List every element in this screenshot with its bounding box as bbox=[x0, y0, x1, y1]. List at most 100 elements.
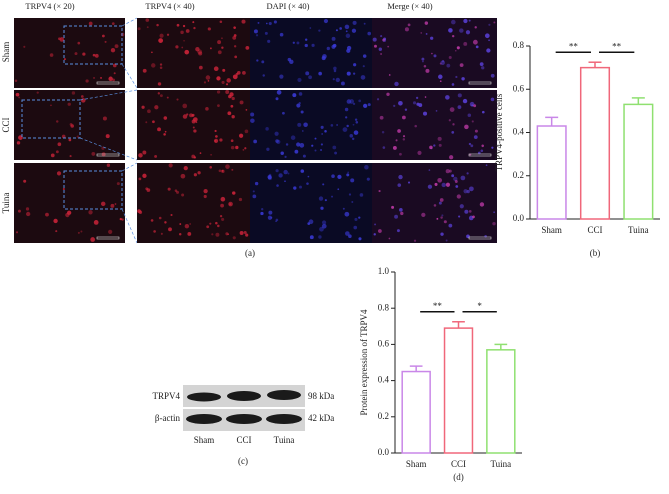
cell bbox=[309, 27, 312, 29]
cell bbox=[276, 90, 282, 95]
cell bbox=[260, 211, 264, 216]
cell bbox=[448, 55, 452, 59]
cell bbox=[221, 169, 224, 172]
cell bbox=[324, 129, 327, 133]
cell bbox=[253, 29, 258, 34]
cell bbox=[351, 137, 355, 141]
bar bbox=[579, 66, 611, 220]
cell bbox=[182, 114, 188, 119]
blot-band bbox=[186, 414, 222, 424]
cell bbox=[449, 155, 454, 160]
cell bbox=[56, 120, 59, 123]
cell bbox=[354, 217, 358, 221]
cell bbox=[220, 196, 226, 202]
cell bbox=[413, 239, 417, 242]
cell bbox=[300, 110, 304, 114]
cell bbox=[231, 168, 234, 171]
cell bbox=[219, 20, 223, 23]
cell bbox=[333, 66, 337, 71]
cell bbox=[345, 30, 348, 33]
cell bbox=[296, 41, 300, 45]
cell bbox=[267, 215, 272, 220]
cell bbox=[376, 98, 380, 101]
cell bbox=[358, 237, 362, 241]
cell bbox=[145, 121, 148, 124]
cell bbox=[404, 108, 408, 111]
cell bbox=[425, 68, 430, 73]
cell bbox=[486, 48, 491, 53]
cell bbox=[220, 203, 224, 208]
cell bbox=[230, 104, 234, 108]
cell bbox=[433, 144, 436, 147]
cell bbox=[421, 57, 425, 61]
cell bbox=[337, 174, 342, 179]
cell bbox=[137, 27, 141, 31]
panel-caption: (b) bbox=[590, 248, 601, 258]
cell bbox=[355, 120, 359, 124]
cell bbox=[278, 173, 283, 178]
cell bbox=[424, 21, 429, 25]
cell bbox=[345, 116, 348, 119]
cell bbox=[163, 116, 168, 120]
cell bbox=[466, 189, 470, 194]
cell bbox=[101, 152, 106, 157]
scale-bar bbox=[468, 81, 492, 85]
cell bbox=[481, 110, 485, 114]
micrograph bbox=[372, 90, 497, 160]
cell bbox=[85, 79, 89, 83]
cell bbox=[284, 155, 287, 158]
cell bbox=[362, 54, 367, 58]
cell bbox=[183, 165, 188, 171]
cell bbox=[69, 155, 72, 158]
cell bbox=[440, 232, 444, 236]
cell bbox=[16, 141, 21, 145]
column-header: TRPV4 (× 20) bbox=[25, 1, 74, 11]
cell bbox=[402, 135, 406, 138]
cell bbox=[346, 124, 349, 128]
cell bbox=[168, 163, 173, 168]
cell bbox=[138, 177, 142, 181]
cell bbox=[244, 147, 247, 150]
cell bbox=[414, 124, 417, 128]
cell bbox=[433, 204, 437, 207]
cell bbox=[61, 134, 66, 139]
cell bbox=[217, 50, 222, 55]
cell bbox=[346, 48, 351, 53]
scale-bar bbox=[96, 153, 120, 157]
micrograph bbox=[372, 18, 497, 88]
cell bbox=[467, 113, 472, 117]
cell bbox=[219, 138, 223, 142]
cell bbox=[441, 182, 446, 188]
cell bbox=[394, 81, 399, 87]
cell bbox=[466, 172, 469, 175]
cell bbox=[448, 169, 452, 173]
cell bbox=[298, 92, 303, 96]
cell bbox=[182, 103, 188, 109]
cell bbox=[80, 230, 83, 233]
row-label: Sham bbox=[1, 42, 11, 63]
cell bbox=[468, 19, 471, 22]
cell bbox=[488, 23, 491, 26]
cell bbox=[417, 150, 422, 155]
cell bbox=[264, 31, 268, 35]
cell bbox=[387, 45, 390, 48]
cell bbox=[164, 221, 167, 224]
cell bbox=[193, 26, 196, 30]
cell bbox=[70, 124, 74, 128]
cell bbox=[332, 43, 337, 48]
cell bbox=[464, 209, 469, 214]
cell bbox=[207, 27, 211, 31]
cell bbox=[159, 33, 164, 38]
cell bbox=[364, 164, 369, 170]
cell bbox=[245, 46, 250, 50]
cell bbox=[318, 29, 321, 32]
cell bbox=[192, 21, 195, 24]
cell bbox=[227, 111, 232, 116]
cell bbox=[359, 193, 364, 197]
cell bbox=[120, 32, 125, 37]
cell bbox=[412, 101, 417, 105]
cell bbox=[421, 212, 426, 218]
cell bbox=[400, 211, 404, 216]
cell bbox=[252, 190, 255, 193]
cell bbox=[463, 189, 468, 194]
